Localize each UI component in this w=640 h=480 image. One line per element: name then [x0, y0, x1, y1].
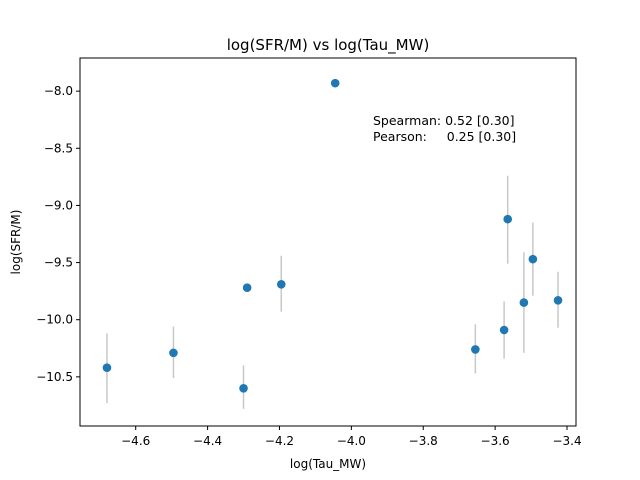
data-point-4 — [276, 279, 286, 289]
pearson-text: Pearson: 0.25 [0.30] — [373, 129, 516, 144]
data-point-8 — [503, 214, 513, 224]
x-tick-label-3: −4.0 — [337, 434, 366, 448]
plot-frame — [79, 57, 577, 427]
errorbar-layer — [106, 175, 559, 409]
x-tick-label-2: −4.2 — [265, 434, 294, 448]
data-point-7 — [499, 325, 509, 335]
y-tick-label-1: −10.0 — [36, 313, 73, 327]
stats-annotation: Spearman: 0.52 [0.30] Pearson: 0.25 [0.3… — [373, 113, 516, 144]
x-tick-label-0: −4.6 — [121, 434, 150, 448]
x-tick-label-6: −3.4 — [552, 434, 581, 448]
data-point-1 — [169, 348, 178, 358]
data-point-10 — [528, 254, 538, 264]
y-axis-ticks: −10.5 −10.0 −9.5 −9.0 −8.5 −8.0 — [36, 84, 80, 384]
data-point-5 — [330, 78, 340, 88]
data-point-3 — [242, 283, 252, 293]
y-tick-label-3: −9.0 — [44, 198, 73, 212]
y-tick-label-2: −9.5 — [44, 256, 73, 270]
chart-title: log(SFR/M) vs log(Tau_MW) — [227, 36, 430, 55]
x-axis-ticks: −4.6 −4.4 −4.2 −4.0 −3.8 −3.6 −3.4 — [121, 426, 582, 448]
data-point-9 — [519, 298, 529, 307]
x-tick-label-5: −3.6 — [481, 434, 510, 448]
x-axis-label: log(Tau_MW) — [290, 457, 366, 471]
points-layer — [102, 78, 563, 393]
spearman-text: Spearman: 0.52 [0.30] — [373, 113, 514, 128]
y-tick-label-4: −8.5 — [44, 141, 73, 155]
data-point-2 — [239, 383, 248, 393]
x-tick-label-1: −4.4 — [193, 434, 222, 448]
data-point-6 — [471, 345, 480, 354]
data-point-0 — [102, 363, 112, 373]
y-axis-label: log(SFR/M) — [9, 210, 23, 275]
data-point-11 — [553, 295, 563, 305]
y-tick-label-0: −10.5 — [36, 370, 73, 384]
x-tick-label-4: −3.8 — [409, 434, 438, 448]
y-tick-label-5: −8.0 — [44, 84, 73, 98]
